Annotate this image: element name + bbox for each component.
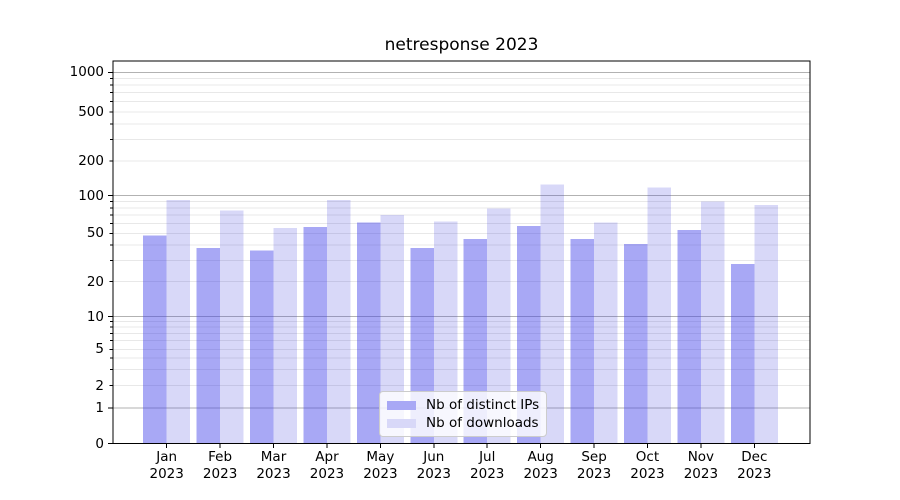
legend-item-distinct-ips: Nb of distinct IPs — [387, 397, 540, 413]
y-tick-label: 500 — [78, 104, 104, 120]
y-tick-label: 1 — [95, 400, 104, 416]
x-tick-month: Nov — [687, 449, 715, 465]
x-tick-year: 2023 — [416, 465, 451, 482]
x-tick-year: 2023 — [576, 465, 612, 482]
x-tick-month: Oct — [635, 449, 660, 465]
x-tick-label-aug: Aug 2023 — [499, 449, 583, 482]
bar-downloads-apr — [326, 200, 351, 444]
bar-downloads-sep — [594, 222, 618, 444]
x-tick-month: Feb — [208, 449, 233, 465]
y-tick-label: 1000 — [69, 64, 104, 81]
x-tick-year: 2023 — [470, 465, 505, 482]
x-tick-label-jul: Jul 2023 — [445, 449, 529, 482]
bar-downloads-jul — [487, 208, 511, 444]
x-tick-month: Jul — [479, 449, 496, 465]
bar-downloads-may — [380, 215, 404, 444]
x-tick-label-apr: Apr 2023 — [285, 449, 369, 482]
x-tick-month: Dec — [741, 449, 768, 465]
y-tick-label: 200 — [78, 153, 104, 169]
bar-downloads-nov — [700, 201, 725, 444]
x-tick-month: May — [366, 449, 395, 465]
bar-ips-nov — [677, 230, 701, 444]
bar-downloads-mar — [273, 228, 298, 444]
x-tick-month: Sep — [581, 449, 607, 465]
bar-ips-oct — [623, 243, 648, 444]
plot-frame — [112, 60, 811, 444]
x-tick-label-may: May 2023 — [338, 449, 422, 482]
x-tick-month: Apr — [315, 449, 339, 465]
x-tick-label-oct: Oct 2023 — [605, 449, 689, 482]
bar-downloads-feb — [220, 210, 244, 444]
bar-ips-jan — [143, 235, 167, 444]
bar-downloads-jun — [433, 221, 458, 444]
bar-ips-apr — [303, 227, 327, 444]
x-tick-label-sep: Sep 2023 — [552, 449, 636, 482]
legend: Nb of distinct IPs Nb of downloads — [379, 391, 547, 437]
x-tick-year: 2023 — [683, 465, 719, 482]
x-tick-label-jun: Jun 2023 — [392, 449, 476, 482]
x-tick-year: 2023 — [149, 465, 184, 482]
bar-downloads-jan — [166, 200, 191, 444]
bar-downloads-dec — [754, 205, 778, 444]
x-tick-year: 2023 — [363, 465, 398, 482]
x-tick-year: 2023 — [523, 465, 558, 482]
x-tick-year: 2023 — [256, 465, 291, 482]
x-tick-label-jan: Jan 2023 — [125, 449, 209, 482]
legend-swatch-ips — [387, 400, 416, 410]
y-tick-label: 50 — [86, 225, 104, 242]
y-tick-label: 20 — [86, 273, 104, 290]
y-tick-label: 5 — [95, 341, 104, 358]
x-tick-month: Jan — [156, 449, 178, 465]
bar-downloads-aug — [540, 184, 565, 444]
x-tick-month: Aug — [527, 449, 554, 465]
y-tick-label: 2 — [95, 377, 104, 394]
bar-ips-aug — [517, 226, 541, 444]
x-tick-label-dec: Dec 2023 — [712, 449, 796, 482]
bar-ips-may — [356, 222, 381, 444]
bar-downloads-oct — [647, 187, 671, 444]
x-tick-year: 2023 — [737, 465, 772, 482]
legend-label-downloads: Nb of downloads — [426, 415, 539, 431]
chart-title: netresponse 2023 — [384, 35, 539, 55]
legend-swatch-downloads — [387, 418, 416, 428]
y-tick-label: 0 — [95, 435, 104, 452]
bar-ips-dec — [730, 263, 755, 444]
x-tick-month: Jun — [423, 449, 445, 465]
x-tick-year: 2023 — [202, 465, 238, 482]
legend-item-downloads: Nb of downloads — [387, 415, 539, 431]
x-tick-label-feb: Feb 2023 — [178, 449, 262, 482]
x-tick-label-mar: Mar 2023 — [232, 449, 316, 482]
x-tick-month: Mar — [260, 449, 287, 465]
y-tick-label: 100 — [78, 187, 104, 204]
y-tick-label: 10 — [86, 308, 104, 325]
x-tick-year: 2023 — [630, 465, 665, 482]
bar-ips-mar — [250, 250, 274, 444]
x-tick-year: 2023 — [309, 465, 345, 482]
bar-ips-feb — [196, 247, 221, 444]
x-tick-label-nov: Nov 2023 — [659, 449, 743, 482]
bar-ips-sep — [570, 238, 595, 444]
legend-label-distinct-ips: Nb of distinct IPs — [426, 397, 540, 413]
